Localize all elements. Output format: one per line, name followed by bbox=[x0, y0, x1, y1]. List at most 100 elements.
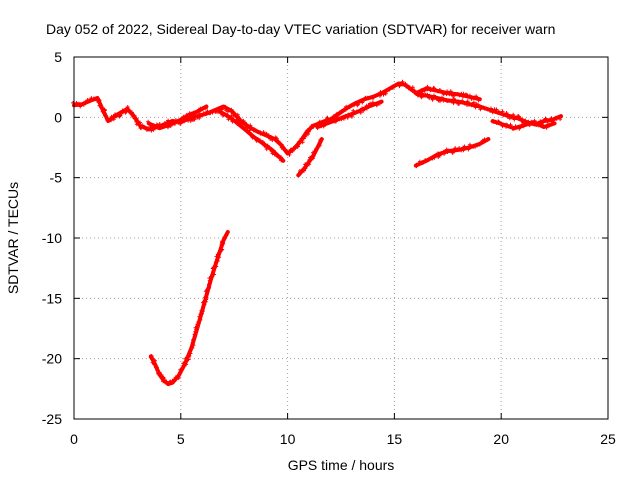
data-point bbox=[469, 103, 474, 108]
data-point bbox=[296, 172, 301, 177]
data-point bbox=[462, 101, 467, 106]
data-point bbox=[441, 98, 446, 103]
data-point bbox=[525, 120, 530, 125]
data-point bbox=[414, 162, 419, 167]
data-point bbox=[187, 113, 192, 118]
data-point bbox=[430, 97, 435, 102]
data-point bbox=[361, 108, 366, 113]
data-point bbox=[473, 144, 478, 149]
data-point bbox=[520, 117, 524, 122]
data-point bbox=[482, 106, 487, 111]
data-point bbox=[446, 148, 451, 153]
data-point bbox=[130, 110, 134, 115]
data-point bbox=[457, 146, 462, 150]
data-point bbox=[455, 92, 460, 97]
data-point bbox=[124, 109, 129, 114]
data-point bbox=[473, 105, 478, 110]
data-point bbox=[343, 113, 348, 118]
data-point bbox=[465, 93, 470, 97]
data-point bbox=[422, 88, 427, 93]
data-point bbox=[173, 118, 178, 122]
data-point bbox=[252, 127, 257, 132]
data-point bbox=[451, 101, 456, 106]
data-point bbox=[264, 147, 269, 152]
data-point bbox=[166, 118, 171, 123]
data-point bbox=[252, 135, 257, 140]
data-point bbox=[497, 110, 502, 115]
data-point bbox=[355, 102, 360, 107]
data-point bbox=[497, 120, 501, 124]
data-point bbox=[215, 110, 220, 115]
data-point bbox=[520, 120, 525, 125]
data-point bbox=[366, 96, 371, 101]
data-point bbox=[194, 326, 199, 330]
data-point bbox=[532, 118, 537, 123]
data-point bbox=[540, 119, 545, 124]
data-point bbox=[151, 123, 156, 128]
data-point bbox=[212, 265, 216, 270]
data-point bbox=[298, 139, 303, 144]
data-point bbox=[489, 106, 493, 111]
data-point bbox=[193, 329, 198, 334]
data-point bbox=[161, 376, 166, 381]
data-point bbox=[478, 107, 483, 112]
data-point bbox=[544, 125, 549, 130]
data-point bbox=[109, 118, 114, 123]
data-point bbox=[178, 122, 183, 126]
data-point bbox=[282, 148, 287, 153]
data-point bbox=[558, 117, 563, 122]
y-tick-label: -5 bbox=[50, 170, 63, 186]
data-point bbox=[442, 151, 447, 156]
data-point bbox=[547, 123, 552, 128]
data-point bbox=[166, 124, 171, 129]
data-point bbox=[97, 103, 102, 108]
data-point bbox=[514, 125, 519, 130]
data-point bbox=[238, 117, 243, 122]
data-point bbox=[467, 142, 472, 147]
data-point bbox=[549, 121, 554, 126]
data-point bbox=[358, 110, 363, 115]
data-point bbox=[156, 371, 161, 376]
data-point bbox=[169, 121, 174, 125]
data-point bbox=[508, 122, 513, 127]
data-point bbox=[529, 119, 534, 124]
data-point bbox=[485, 107, 490, 112]
series-mid-branch bbox=[315, 99, 384, 130]
data-point bbox=[334, 119, 339, 124]
data-point bbox=[206, 286, 211, 291]
x-tick-label: 20 bbox=[493, 431, 509, 447]
data-point bbox=[188, 119, 193, 123]
data-point bbox=[181, 114, 186, 119]
data-point bbox=[528, 122, 532, 127]
series-trace bbox=[72, 81, 563, 156]
data-point bbox=[315, 126, 320, 130]
y-tick-label: 5 bbox=[54, 49, 62, 65]
series-dip-track bbox=[148, 230, 230, 387]
data-point bbox=[168, 124, 173, 128]
data-point bbox=[207, 276, 212, 281]
data-point bbox=[296, 144, 300, 149]
data-point bbox=[149, 128, 154, 133]
y-tick-label: -25 bbox=[42, 411, 62, 427]
data-point bbox=[149, 124, 154, 129]
data-point bbox=[191, 113, 196, 118]
data-point bbox=[312, 149, 317, 154]
data-point bbox=[341, 116, 346, 121]
data-point bbox=[427, 93, 432, 98]
tick-labels: 0 5 10 15 20 25 5 0 -5 -10 -15 -20 -25 bbox=[42, 49, 616, 447]
series-trace bbox=[296, 137, 324, 178]
data-point bbox=[378, 93, 382, 98]
x-tick-label: 0 bbox=[70, 431, 78, 447]
data-point bbox=[321, 124, 326, 129]
data-point bbox=[460, 98, 465, 103]
series-trace bbox=[413, 86, 482, 102]
data-point bbox=[275, 154, 280, 159]
data-point bbox=[431, 85, 436, 90]
data-point bbox=[471, 100, 476, 105]
data-point bbox=[247, 130, 252, 135]
x-tick-label: 5 bbox=[177, 431, 185, 447]
data-point bbox=[240, 124, 244, 129]
x-tick-label: 25 bbox=[600, 431, 616, 447]
data-point bbox=[140, 123, 145, 128]
data-point bbox=[349, 113, 354, 118]
